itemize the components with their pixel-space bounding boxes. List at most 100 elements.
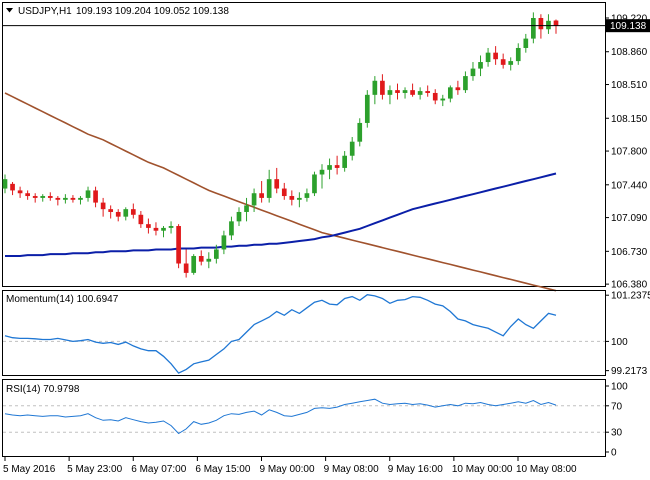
rsi-y-axis: 100 70 30 0 <box>605 382 628 459</box>
rsi-y-tick-label: 70 <box>611 401 623 412</box>
x-tick-label: 6 May 15:00 <box>195 464 250 475</box>
ma-slow-line <box>4 92 557 292</box>
price-y-tick-label: 108.510 <box>611 80 648 91</box>
candle-body <box>334 165 340 168</box>
rsi-label: RSI(14) 70.9798 <box>6 384 80 395</box>
candle-body <box>47 196 53 198</box>
momentum-panel[interactable]: Momentum(14) 100.6947 101.2375 100 99.2173 <box>2 290 650 378</box>
candle-body <box>100 202 106 210</box>
price-panel-frame <box>2 2 606 287</box>
price-panel[interactable]: USDJPY,H1 109.193 109.204 109.052 109.13… <box>2 2 650 292</box>
candle-body <box>236 211 242 222</box>
price-y-tick-label: 107.090 <box>611 213 648 224</box>
candle-body <box>289 196 295 200</box>
candle-body <box>455 87 461 91</box>
candle-body <box>274 179 280 189</box>
candle-body <box>266 179 272 198</box>
candle-body <box>312 174 317 194</box>
candle-body <box>214 249 219 259</box>
collapse-triangle-icon[interactable] <box>6 8 13 13</box>
price-y-tick-label: 108.860 <box>611 47 648 58</box>
candle-body <box>281 188 287 197</box>
momentum-y-tick-label: 100 <box>611 337 628 348</box>
momentum-label: Momentum(14) 100.6947 <box>6 294 119 305</box>
candle-body <box>70 197 76 200</box>
momentum-y-tick-label: 101.2375 <box>611 291 650 302</box>
candle-body <box>176 226 181 264</box>
price-y-tick-label: 107.440 <box>611 180 648 191</box>
candle-body <box>410 90 415 95</box>
rsi-y-tick-label: 30 <box>611 428 623 439</box>
time-axis: 5 May 2016 5 May 23:00 6 May 07:00 6 May 15… <box>3 456 577 475</box>
ohlc-label: 109.193 109.204 109.052 109.138 <box>76 6 229 17</box>
candle-body <box>500 59 506 65</box>
candle-body <box>161 227 166 231</box>
x-tick-label: 10 May 08:00 <box>516 464 577 475</box>
x-tick-label: 9 May 08:00 <box>324 464 379 475</box>
candle-body <box>493 52 498 60</box>
candle-body <box>297 197 302 200</box>
candle-body <box>447 87 453 99</box>
candle-body <box>63 197 68 200</box>
x-tick-label: 10 May 00:00 <box>452 464 513 475</box>
candle-body <box>17 190 23 194</box>
candle-body <box>395 90 400 93</box>
momentum-y-axis: 101.2375 100 99.2173 <box>605 291 650 377</box>
candle-body <box>478 62 483 69</box>
candlesticks <box>2 12 559 278</box>
candle-body <box>168 226 174 228</box>
rsi-line <box>4 398 557 435</box>
candle-body <box>55 197 61 200</box>
candle-body <box>546 20 551 30</box>
candle-body <box>115 211 121 217</box>
candle-body <box>463 76 468 91</box>
candle-body <box>221 235 227 250</box>
candle-body <box>244 205 249 212</box>
x-tick-label: 5 May 2016 <box>3 464 56 475</box>
x-tick-label: 6 May 07:00 <box>131 464 186 475</box>
candle-body <box>372 80 378 95</box>
momentum-y-tick-label: 99.2173 <box>611 366 648 377</box>
candle-body <box>40 196 46 198</box>
candle-body <box>515 47 521 62</box>
moving-averages <box>4 92 557 292</box>
candle-body <box>32 196 38 198</box>
momentum-line <box>4 294 557 374</box>
candle-body <box>508 61 514 65</box>
candle-body <box>432 92 438 101</box>
candle-body <box>417 91 423 95</box>
candle-body <box>229 221 234 236</box>
candle-body <box>364 94 370 123</box>
symbol-label: USDJPY,H1 <box>18 6 72 17</box>
candle-body <box>183 263 189 273</box>
candle-body <box>380 80 385 95</box>
price-y-tick-label: 107.800 <box>611 147 648 158</box>
candle-body <box>130 209 136 215</box>
price-y-tick-label: 109.220 <box>611 13 648 24</box>
price-y-axis: 109.220 108.860 108.510 108.150 107.800 107.4… <box>605 13 648 291</box>
candle-body <box>304 193 310 198</box>
price-y-tick-label: 106.730 <box>611 247 648 258</box>
candle-body <box>531 17 536 39</box>
candle-body <box>2 179 8 189</box>
x-tick-label: 9 May 16:00 <box>388 464 443 475</box>
candle-body <box>153 227 159 231</box>
rsi-panel[interactable]: RSI(14) 70.9798 100 70 30 0 <box>2 379 629 459</box>
current-price-tag <box>606 19 650 33</box>
candle-body <box>25 193 30 197</box>
price-y-tick-label: 108.150 <box>611 114 648 125</box>
candle-body <box>146 224 151 228</box>
candle-body <box>387 90 393 95</box>
rsi-panel-frame <box>2 379 606 457</box>
candle-body <box>357 122 363 142</box>
candle-body <box>440 98 446 101</box>
candle-body <box>85 190 91 198</box>
candle-body <box>93 190 98 203</box>
candle-body <box>319 169 325 175</box>
candle-body <box>485 52 491 63</box>
candle-body <box>78 197 83 200</box>
x-tick-label: 5 May 23:00 <box>67 464 122 475</box>
current-price-value: 109.138 <box>610 21 647 32</box>
